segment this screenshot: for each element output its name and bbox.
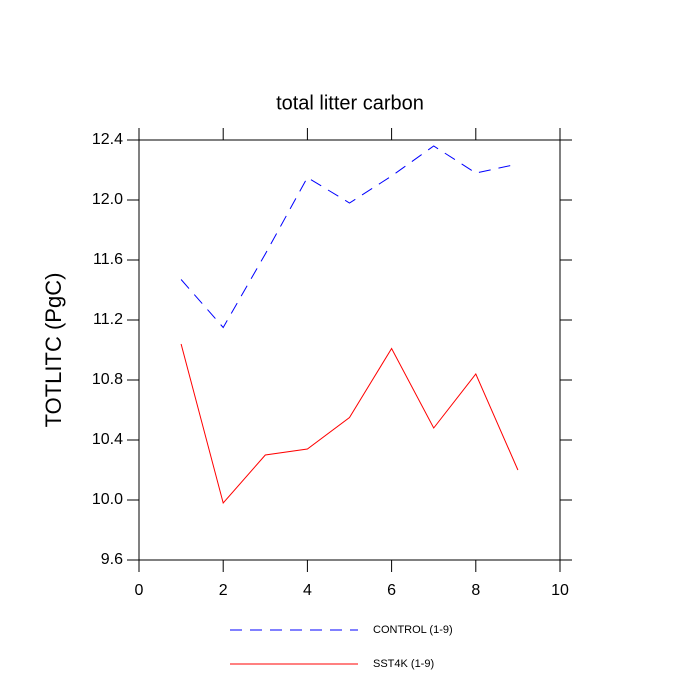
x-tick-label: 2 — [219, 582, 228, 599]
legend-label: CONTROL (1-9) — [373, 624, 453, 636]
y-tick-label: 10.0 — [92, 491, 123, 508]
x-tick-label: 0 — [135, 582, 144, 599]
y-tick-label: 10.4 — [92, 431, 123, 448]
x-tick-label: 10 — [551, 582, 569, 599]
y-tick-label: 11.6 — [93, 251, 123, 268]
series-line — [180, 145, 519, 329]
y-tick-label: 12.0 — [92, 191, 123, 208]
x-tick-label: 6 — [387, 582, 396, 599]
x-tick-label: 4 — [303, 582, 312, 599]
y-tick-label: 9.6 — [101, 551, 123, 568]
y-tick-label: 12.4 — [92, 131, 123, 148]
series-line — [180, 343, 519, 505]
y-tick-label: 11.2 — [93, 311, 123, 328]
x-tick-label: 8 — [471, 582, 480, 599]
y-tick-label: 10.8 — [92, 371, 123, 388]
chart-title: total litter carbon — [276, 92, 424, 114]
plot-frame — [138, 139, 561, 561]
y-axis-label: TOTLITC (PgC) — [41, 273, 66, 428]
legend-label: SST4K (1-9) — [373, 658, 434, 670]
